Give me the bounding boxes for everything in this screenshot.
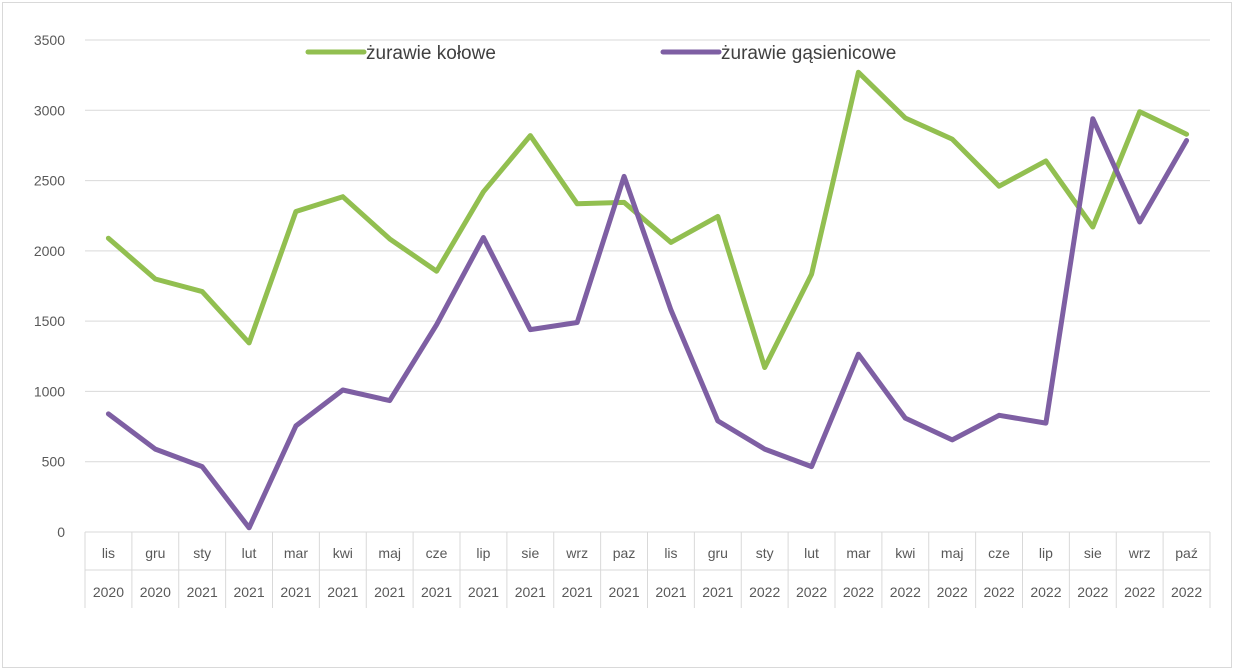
y-tick-label: 2000 (34, 243, 65, 259)
series-line-1 (105, 69, 1190, 370)
x-tick-label-month: cze (988, 545, 1010, 561)
x-tick-label-year: 2021 (280, 584, 311, 600)
x-tick-label-month: lut (242, 545, 257, 561)
x-tick-label-month: sty (193, 545, 211, 561)
x-tick-label-month: kwi (895, 545, 915, 561)
x-tick-label-month: lut (804, 545, 819, 561)
x-tick-label-year: 2021 (421, 584, 452, 600)
x-tick-label-month: mar (284, 545, 308, 561)
x-tick-label-year: 2022 (1171, 584, 1202, 600)
legend-label-2: żurawie gąsienicowe (721, 43, 896, 64)
x-tick-label-month: wrz (1128, 545, 1151, 561)
x-axis: lis 2020 gru 2020 sty 2021 lut 2021 mar 2021 kwi 20… (84, 531, 1211, 608)
x-tick-label-month: cze (426, 545, 448, 561)
x-tick-label-year: 2022 (1124, 584, 1155, 600)
x-tick-label-month: gru (708, 545, 728, 561)
x-tick-label-month: sie (1084, 545, 1102, 561)
x-tick-label-month: lis (664, 545, 677, 561)
x-tick-label-year: 2022 (796, 584, 827, 600)
y-tick-label: 3500 (34, 32, 65, 48)
x-tick-label-year: 2021 (327, 584, 358, 600)
x-tick-label-year: 2021 (187, 584, 218, 600)
legend-label-1: żurawie kołowe (366, 43, 496, 64)
y-tick-label: 500 (42, 454, 66, 470)
y-tick-label: 2500 (34, 173, 65, 189)
x-tick-label-year: 2021 (562, 584, 593, 600)
y-tick-label: 0 (57, 524, 65, 540)
x-tick-label-year: 2021 (374, 584, 405, 600)
series-line-2 (105, 116, 1190, 531)
x-tick-label-month: kwi (333, 545, 353, 561)
x-tick-label-month: lis (102, 545, 115, 561)
x-tick-label-month: paź (1175, 545, 1198, 561)
x-tick-label-month: lip (476, 545, 490, 561)
x-tick-label-month: mar (846, 545, 870, 561)
x-tick-label-month: maj (378, 545, 401, 561)
x-tick-label-year: 2021 (655, 584, 686, 600)
x-tick-label-year: 2021 (608, 584, 639, 600)
x-tick-label-month: sty (756, 545, 774, 561)
legend: żurawie kołowe żurawie gąsienicowe (305, 43, 896, 64)
x-tick-label-year: 2022 (1077, 584, 1108, 600)
x-tick-label-year: 2020 (93, 584, 124, 600)
x-tick-label-year: 2021 (702, 584, 733, 600)
x-tick-label-month: maj (941, 545, 964, 561)
x-tick-label-year: 2022 (890, 584, 921, 600)
x-tick-label-month: lip (1039, 545, 1053, 561)
x-tick-label-year: 2022 (749, 584, 780, 600)
y-axis: 0 500 1000 1500 2000 2500 3000 3500 (34, 32, 65, 540)
x-tick-label-year: 2022 (983, 584, 1014, 600)
x-tick-label-year: 2021 (233, 584, 264, 600)
y-tick-label: 3000 (34, 102, 65, 118)
x-tick-label-year: 2020 (140, 584, 171, 600)
x-tick-label-year: 2021 (468, 584, 499, 600)
x-tick-label-year: 2022 (937, 584, 968, 600)
x-tick-label-year: 2022 (1030, 584, 1061, 600)
series-lines (105, 69, 1190, 531)
x-tick-label-month: paz (613, 545, 636, 561)
gridlines (85, 39, 1210, 463)
x-tick-label-month: wrz (565, 545, 588, 561)
x-tick-label-year: 2021 (515, 584, 546, 600)
y-tick-label: 1000 (34, 383, 65, 399)
x-tick-label-month: sie (521, 545, 539, 561)
x-tick-label-month: gru (145, 545, 165, 561)
x-tick-label-year: 2022 (843, 584, 874, 600)
y-tick-label: 1500 (34, 313, 65, 329)
